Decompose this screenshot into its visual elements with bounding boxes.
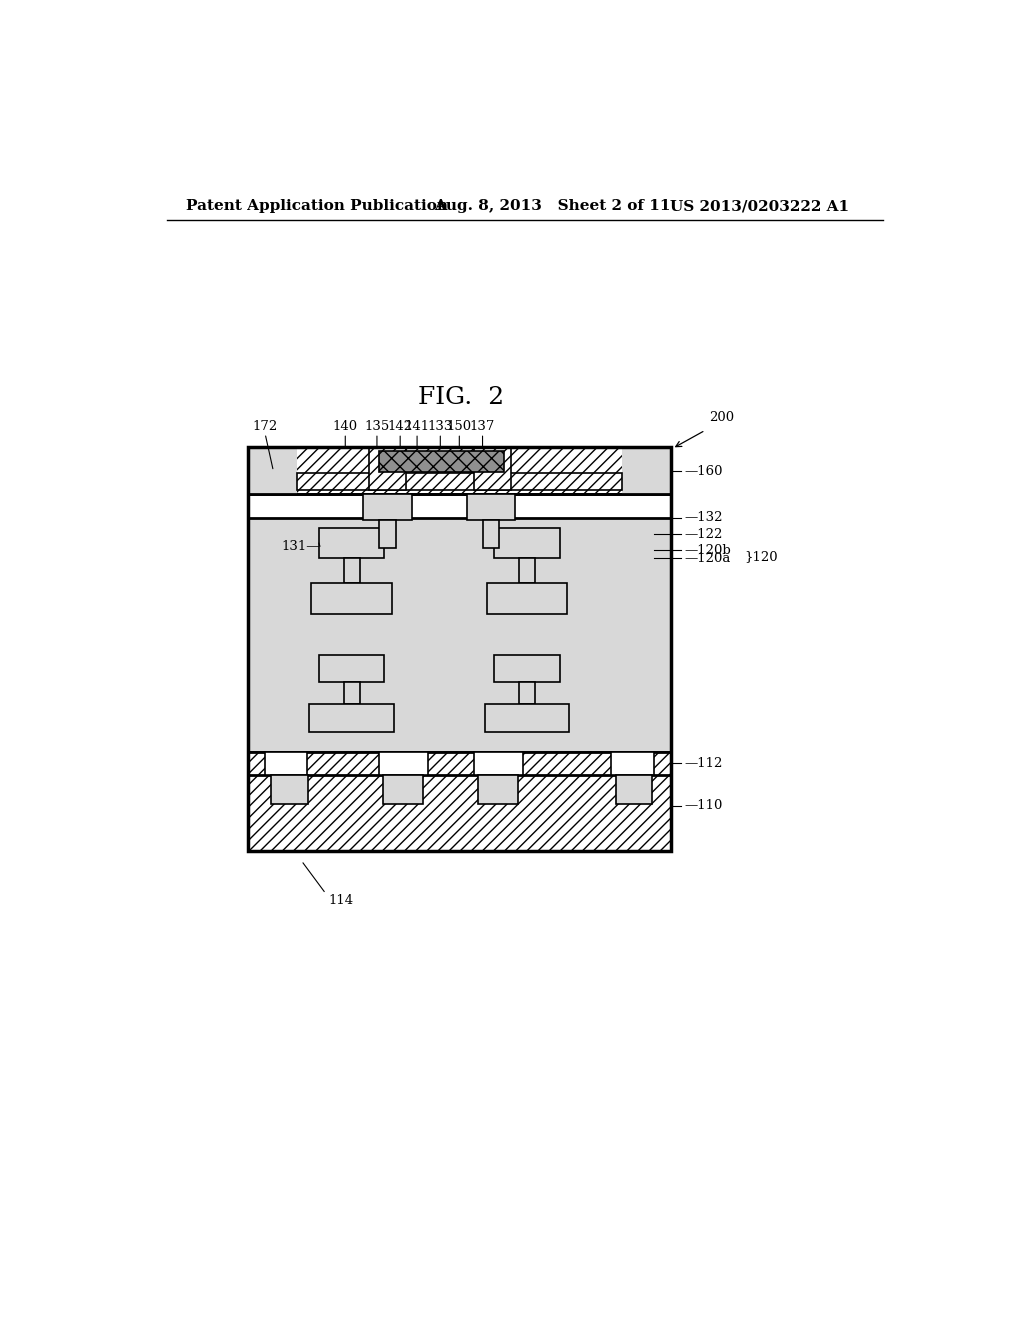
Bar (248, 752, 671, 775)
Bar (474, 447, 511, 490)
Bar (519, 681, 535, 704)
Bar (467, 494, 515, 520)
Bar (344, 558, 359, 582)
Text: }120: }120 (744, 550, 778, 562)
Bar (611, 752, 653, 775)
Bar (318, 655, 384, 681)
Bar (519, 558, 535, 582)
Bar (495, 655, 560, 681)
Text: —110: —110 (684, 800, 723, 812)
Text: 133: 133 (428, 420, 453, 433)
Bar (383, 775, 423, 804)
Bar (248, 447, 671, 494)
Text: 150: 150 (446, 420, 472, 433)
Bar (474, 752, 522, 775)
Bar (495, 528, 560, 558)
Bar (379, 451, 504, 471)
Text: 137: 137 (470, 420, 496, 433)
Bar (248, 517, 671, 752)
Text: US 2013/0203222 A1: US 2013/0203222 A1 (671, 199, 850, 213)
Text: 135: 135 (365, 420, 389, 433)
Bar (297, 473, 622, 491)
Bar (622, 447, 671, 494)
Bar (248, 760, 671, 851)
Text: —120b: —120b (684, 544, 731, 557)
Text: —112: —112 (684, 756, 723, 770)
Bar (483, 520, 499, 548)
Text: 142: 142 (388, 420, 413, 433)
Text: 172: 172 (252, 420, 278, 433)
Bar (364, 494, 412, 520)
Bar (615, 775, 652, 804)
Bar (318, 528, 384, 558)
Text: 131—: 131— (282, 540, 319, 553)
Bar (380, 520, 395, 548)
Bar (248, 447, 671, 494)
Text: FIG.  2: FIG. 2 (418, 385, 504, 409)
Bar (486, 582, 567, 614)
Bar (309, 704, 394, 733)
Text: 200: 200 (710, 411, 734, 424)
Bar (311, 582, 392, 614)
Text: 114: 114 (329, 894, 353, 907)
Text: 140: 140 (333, 420, 357, 433)
Bar (369, 447, 406, 490)
Bar (265, 752, 307, 775)
Text: 141: 141 (404, 420, 430, 433)
Text: —122: —122 (684, 528, 723, 541)
Text: Patent Application Publication: Patent Application Publication (186, 199, 449, 213)
Text: —120a: —120a (684, 552, 731, 565)
Bar (484, 704, 569, 733)
Bar (379, 752, 428, 775)
Bar (248, 447, 297, 494)
Bar (271, 775, 308, 804)
Bar (478, 775, 518, 804)
Text: —132: —132 (684, 511, 723, 524)
Bar (344, 681, 359, 704)
Text: —160: —160 (684, 465, 723, 478)
Bar (248, 447, 671, 851)
Text: Aug. 8, 2013   Sheet 2 of 11: Aug. 8, 2013 Sheet 2 of 11 (434, 199, 671, 213)
